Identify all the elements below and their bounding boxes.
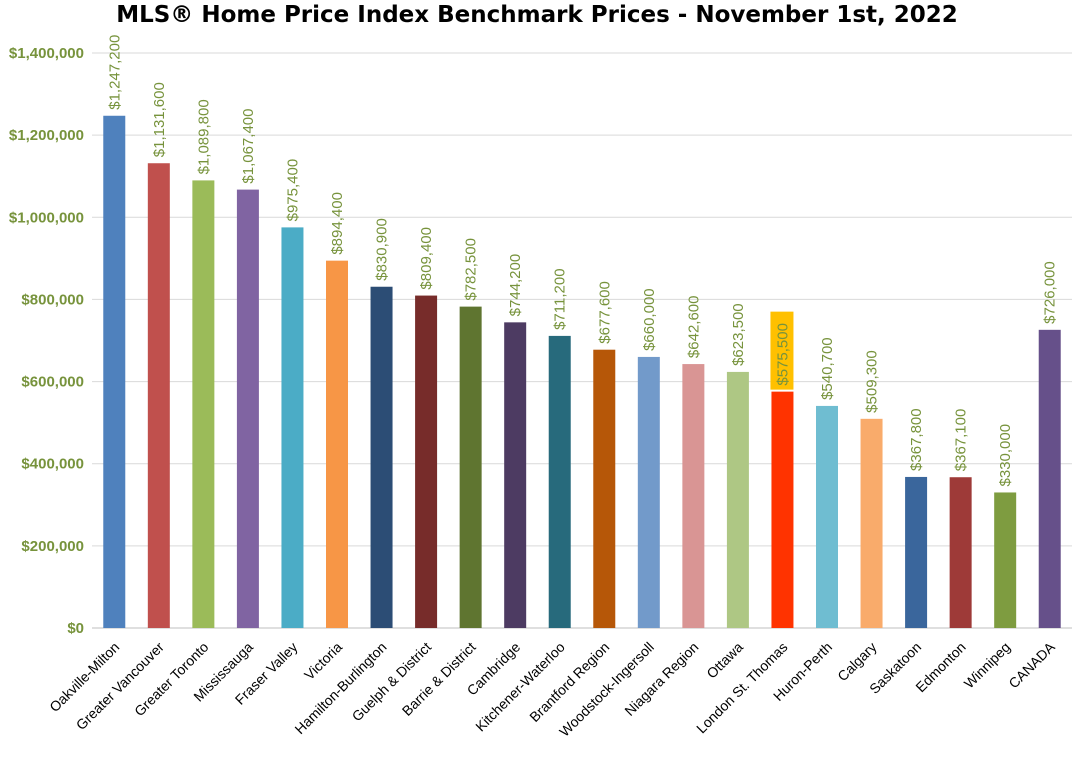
data-label: $782,500 [463,238,480,301]
bar [860,418,883,628]
bar [504,322,527,628]
bar [771,391,794,628]
data-label: $830,900 [374,218,391,281]
bar [816,405,838,628]
data-label: $1,089,800 [195,99,212,174]
highlight-label-background [770,311,794,390]
bar [726,371,749,628]
bar [459,306,482,628]
data-labels: $1,247,200 $1,131,600 $1,089,800 $1,067,400… [106,35,1058,487]
data-label: $623,500 [730,303,747,366]
data-label: $726,000 [1042,261,1059,324]
data-label: $975,400 [284,159,301,222]
data-label: $744,200 [507,254,524,317]
x-tick-label: Winnipeg [961,639,1014,692]
data-label: $1,247,200 [106,35,123,110]
data-label: $809,400 [418,227,435,290]
y-tick-label: $1,200,000 [9,127,84,144]
y-tick-label: $800,000 [21,291,84,308]
bar [326,260,348,628]
data-label: $367,100 [953,409,970,472]
bar [370,286,393,628]
data-label: $1,131,600 [151,82,168,157]
bar [281,227,304,628]
x-tick-label: Brantford Region [526,639,612,725]
x-tick-label: CANADA [1005,638,1058,691]
bar [236,189,259,628]
chart-title: MLS® Home Price Index Benchmark Prices -… [116,2,958,28]
data-label: $711,200 [552,268,569,329]
x-tick-label: Guelph & District [349,639,435,725]
y-tick-label: $200,000 [21,538,84,555]
y-tick-label: $0 [67,620,84,637]
data-label: $367,800 [908,408,925,471]
y-tick-label: $400,000 [21,456,84,473]
y-tick-label: $1,000,000 [9,209,84,226]
y-tick-label: $1,400,000 [9,45,84,62]
bar [415,295,438,628]
data-label: $575,500 [774,323,791,386]
bar [103,115,126,628]
data-label: $540,700 [819,337,836,400]
x-tick-label: Victoria [301,639,345,683]
data-label: $1,067,400 [240,109,257,184]
bar [1038,329,1061,628]
data-label: $642,600 [685,295,702,358]
bar [593,349,616,628]
bar [637,356,660,628]
bar [548,335,571,628]
data-label: $677,600 [596,281,613,344]
bars [103,115,1061,628]
x-tick-label: Ottawa [703,639,746,682]
data-label: $894,400 [329,192,346,255]
y-axis-ticks: $0 $200,000 $400,000 $600,000 $800,000 $1,000… [9,45,84,637]
data-label: $509,300 [864,350,881,413]
bar [147,163,170,628]
x-tick-label: Calgary [834,639,879,684]
bar [994,492,1017,628]
bar [192,180,215,628]
bar [682,364,705,628]
data-label: $330,000 [997,424,1014,487]
bar [905,476,928,628]
data-label: $660,000 [641,288,658,351]
bar [949,477,972,628]
y-tick-label: $600,000 [21,374,84,391]
